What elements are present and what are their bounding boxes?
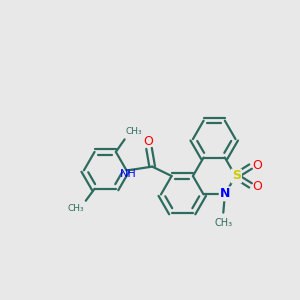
Text: S: S xyxy=(232,169,241,182)
Text: NH: NH xyxy=(120,169,136,179)
Text: O: O xyxy=(143,135,153,148)
Text: CH₃: CH₃ xyxy=(68,205,85,214)
Text: N: N xyxy=(220,187,230,200)
Text: CH₃: CH₃ xyxy=(126,127,142,136)
Text: O: O xyxy=(253,159,262,172)
Text: O: O xyxy=(253,180,262,193)
Text: CH₃: CH₃ xyxy=(214,218,232,228)
